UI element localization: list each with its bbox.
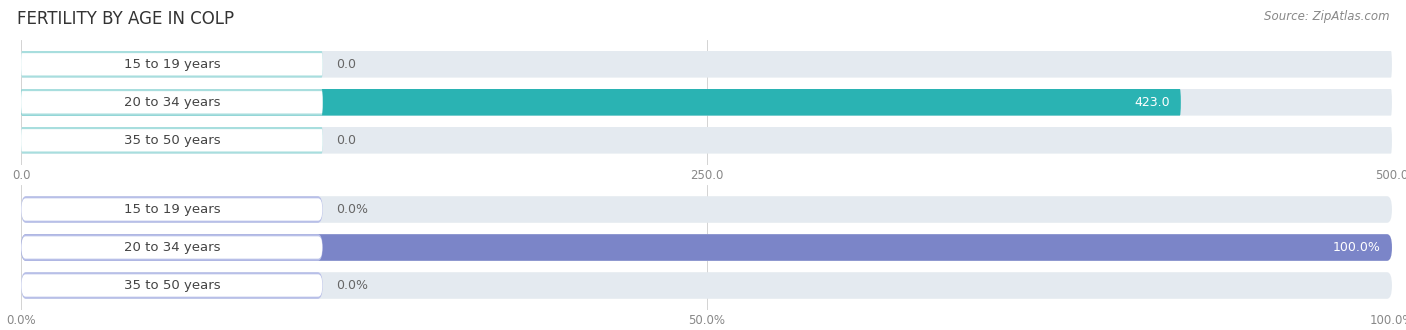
FancyBboxPatch shape	[21, 91, 322, 114]
Text: 0.0: 0.0	[336, 58, 356, 71]
Text: 35 to 50 years: 35 to 50 years	[124, 279, 221, 292]
Text: 423.0: 423.0	[1135, 96, 1170, 109]
FancyBboxPatch shape	[21, 198, 322, 221]
FancyBboxPatch shape	[21, 234, 1392, 261]
FancyBboxPatch shape	[21, 129, 322, 151]
FancyBboxPatch shape	[21, 236, 322, 259]
Text: Source: ZipAtlas.com: Source: ZipAtlas.com	[1264, 10, 1389, 23]
Text: 0.0%: 0.0%	[336, 203, 368, 216]
FancyBboxPatch shape	[21, 51, 323, 78]
FancyBboxPatch shape	[21, 51, 1392, 78]
FancyBboxPatch shape	[21, 274, 322, 297]
Text: FERTILITY BY AGE IN COLP: FERTILITY BY AGE IN COLP	[17, 10, 233, 28]
FancyBboxPatch shape	[21, 127, 323, 153]
FancyBboxPatch shape	[21, 272, 1392, 299]
FancyBboxPatch shape	[21, 89, 1181, 116]
Text: 20 to 34 years: 20 to 34 years	[124, 241, 221, 254]
FancyBboxPatch shape	[21, 196, 1392, 223]
Text: 0.0: 0.0	[336, 134, 356, 147]
Text: 20 to 34 years: 20 to 34 years	[124, 96, 221, 109]
FancyBboxPatch shape	[21, 89, 1392, 116]
FancyBboxPatch shape	[21, 272, 322, 299]
Text: 15 to 19 years: 15 to 19 years	[124, 203, 221, 216]
Text: 35 to 50 years: 35 to 50 years	[124, 134, 221, 147]
FancyBboxPatch shape	[21, 53, 322, 76]
FancyBboxPatch shape	[21, 127, 1392, 153]
FancyBboxPatch shape	[21, 234, 1392, 261]
FancyBboxPatch shape	[21, 234, 322, 261]
FancyBboxPatch shape	[21, 89, 323, 116]
FancyBboxPatch shape	[21, 196, 322, 223]
Text: 0.0%: 0.0%	[336, 279, 368, 292]
Text: 100.0%: 100.0%	[1333, 241, 1381, 254]
Text: 15 to 19 years: 15 to 19 years	[124, 58, 221, 71]
